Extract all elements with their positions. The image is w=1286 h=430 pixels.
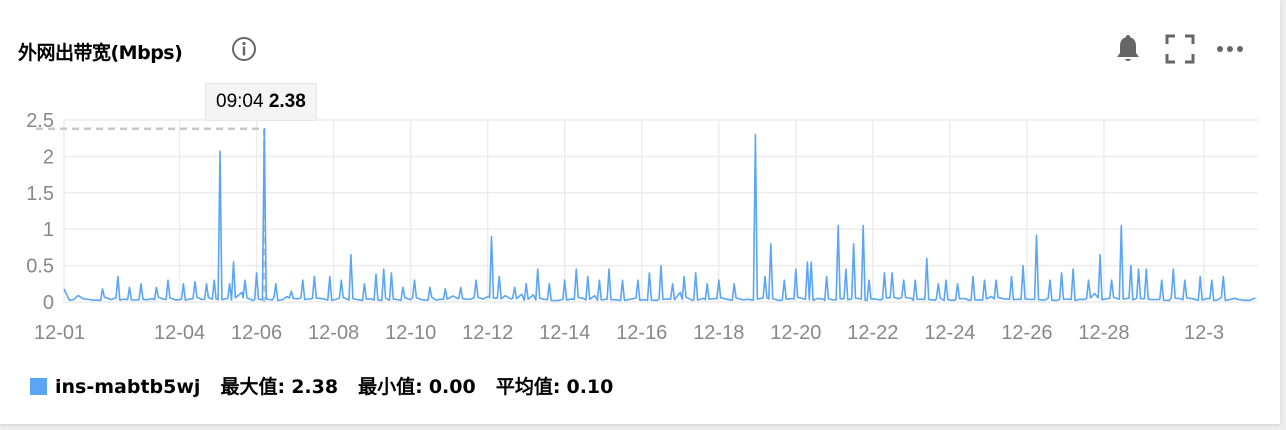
y-axis-labels: 0 0.5 1 1.5 2 2.5	[26, 110, 54, 314]
y-tick-label: 2	[43, 146, 54, 168]
y-tick-label: 0	[43, 292, 54, 314]
x-tick-label: 12-01	[34, 322, 85, 344]
series-line[interactable]	[63, 127, 1256, 302]
y-tick-label: 2.5	[26, 110, 54, 132]
chart-tooltip: 09:04 2.38	[205, 83, 317, 121]
y-tick-label: 1	[43, 219, 54, 241]
x-tick-label: 12-16	[616, 322, 667, 344]
max-label: 最大值:	[220, 376, 286, 398]
x-tick-label: 12-28	[1078, 322, 1129, 344]
x-tick-label: 12-3	[1184, 322, 1224, 344]
fullscreen-icon[interactable]	[1164, 33, 1196, 65]
avg-value: 0.10	[566, 376, 614, 398]
x-axis-labels: 12-01 12-04 12-06 12-08 12-10 12-12 12-14 12-16…	[34, 322, 1224, 344]
min-value: 0.00	[428, 376, 476, 398]
x-tick-label: 12-18	[693, 322, 744, 344]
y-tick-label: 0.5	[26, 256, 54, 278]
max-value: 2.38	[291, 376, 339, 398]
min-label: 最小值:	[358, 376, 423, 398]
x-tick-label: 12-20	[770, 322, 821, 344]
bandwidth-line-chart: 00.511.522.5 12-01 12-04 12-06 12-08 12-10 12…	[26, 110, 1258, 344]
x-tick-label: 12-04	[154, 322, 205, 344]
avg-label: 平均值:	[495, 376, 561, 398]
bell-icon[interactable]	[1112, 33, 1144, 65]
x-tick-label: 12-24	[924, 322, 975, 344]
x-tick-label: 12-10	[385, 322, 436, 344]
more-icon[interactable]	[1214, 33, 1246, 65]
y-tick-label: 1.5	[26, 183, 54, 205]
legend-series-name[interactable]: ins-mabtb5wj	[55, 376, 201, 398]
x-tick-label: 12-26	[1001, 322, 1052, 344]
legend-swatch[interactable]	[30, 378, 47, 395]
x-tick-label: 12-12	[462, 322, 513, 344]
x-tick-label: 12-06	[231, 322, 282, 344]
tooltip-crosshair	[36, 127, 266, 302]
chart-title: 外网出带宽(Mbps)	[18, 42, 183, 64]
x-tick-label: 12-14	[539, 322, 590, 344]
info-icon[interactable]	[231, 36, 257, 62]
x-tick-label: 12-22	[847, 322, 898, 344]
tooltip-value: 2.38	[268, 91, 306, 112]
x-tick-label: 12-08	[308, 322, 359, 344]
tooltip-time: 09:04	[216, 91, 264, 112]
chart-legend: ins-mabtb5wj 最大值: 2.38 最小值: 0.00 平均值: 0.…	[30, 372, 613, 402]
